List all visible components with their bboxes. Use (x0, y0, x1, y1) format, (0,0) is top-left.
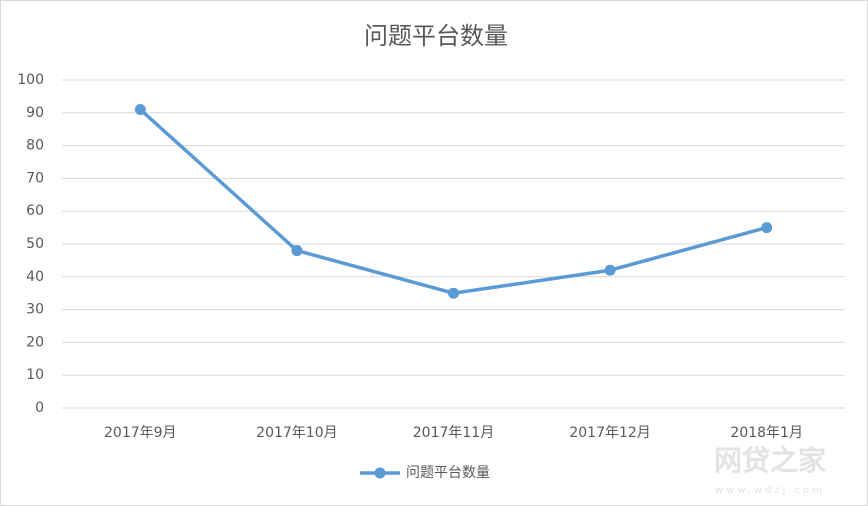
y-tick-label: 10 (26, 367, 44, 383)
watermark-title: 网贷之家 (714, 444, 826, 477)
point (134, 104, 146, 116)
y-tick-label: 50 (26, 236, 44, 252)
y-tick-label: 100 (17, 72, 44, 88)
y-tick-label: 0 (35, 400, 44, 416)
legend-marker (374, 467, 386, 479)
y-tick-label: 60 (26, 203, 44, 219)
x-tick-label: 2017年12月 (569, 425, 650, 441)
y-tick-label: 20 (26, 334, 44, 350)
chart-title: 问题平台数量 (364, 22, 508, 50)
y-tick-label: 70 (26, 170, 44, 186)
x-tick-label: 2018年1月 (730, 425, 803, 441)
y-tick-label: 90 (26, 105, 44, 121)
y-tick-label: 30 (26, 302, 44, 318)
watermark-url: www.wdzj.com (715, 485, 825, 496)
point (761, 222, 773, 234)
x-tick-label: 2017年11月 (413, 425, 494, 441)
x-tick-label: 2017年9月 (104, 425, 177, 441)
point (291, 245, 303, 257)
y-tick-label: 80 (26, 138, 44, 154)
legend-label: 问题平台数量 (406, 465, 490, 481)
y-tick-label: 40 (26, 269, 44, 285)
x-tick-label: 2017年10月 (256, 425, 337, 441)
point (604, 264, 616, 276)
point (448, 287, 459, 299)
